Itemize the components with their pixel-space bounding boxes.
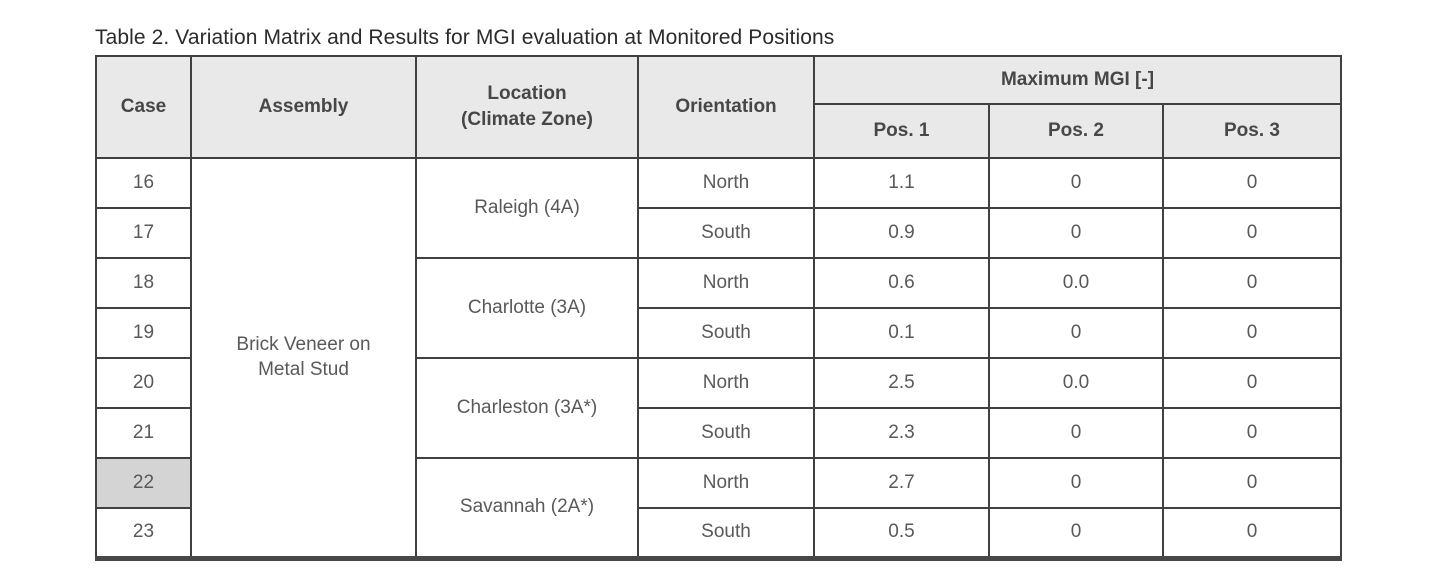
mgi-pos2-cell: 0.0 bbox=[988, 357, 1164, 409]
table-row-case-18: 18 Charlotte (3A) North 0.6 0.0 0 bbox=[95, 257, 1342, 359]
case-cell: 17 bbox=[95, 207, 192, 259]
case-cell: 16 bbox=[95, 157, 192, 209]
location-cell-savannah: Savannah (2A*) bbox=[415, 457, 639, 559]
location-cell-charleston: Charleston (3A*) bbox=[415, 357, 639, 459]
case-cell: 23 bbox=[95, 507, 192, 559]
column-header-pos2: Pos. 2 bbox=[988, 103, 1164, 159]
mgi-pos2-cell: 0.0 bbox=[988, 257, 1164, 309]
mgi-pos2-cell: 0 bbox=[988, 307, 1164, 359]
assembly-cell: Brick Veneer on Metal Stud bbox=[190, 157, 417, 559]
column-header-maximum-mgi: Maximum MGI [-] bbox=[813, 55, 1342, 105]
orientation-cell: North bbox=[637, 157, 815, 209]
case-cell: 20 bbox=[95, 357, 192, 409]
table-row-case-21: 21 South 2.3 0 0 bbox=[95, 407, 1342, 459]
mgi-pos1-cell: 0.6 bbox=[813, 257, 990, 309]
mgi-pos3-cell: 0 bbox=[1162, 357, 1342, 409]
case-cell-highlighted: 22 bbox=[95, 457, 192, 509]
case-cell: 21 bbox=[95, 407, 192, 459]
table-row-case-17: 17 South 0.9 0 0 bbox=[95, 207, 1342, 259]
mgi-pos1-cell: 2.7 bbox=[813, 457, 990, 509]
orientation-cell: South bbox=[637, 507, 815, 559]
case-cell: 19 bbox=[95, 307, 192, 359]
mgi-results-table: Case Assembly Location (Climate Zone) Or… bbox=[95, 55, 1342, 561]
column-header-assembly: Assembly bbox=[190, 55, 417, 159]
orientation-cell: South bbox=[637, 207, 815, 259]
orientation-cell: North bbox=[637, 457, 815, 509]
mgi-pos1-cell: 2.5 bbox=[813, 357, 990, 409]
mgi-pos3-cell: 0 bbox=[1162, 257, 1342, 309]
location-cell-raleigh: Raleigh (4A) bbox=[415, 157, 639, 259]
orientation-cell: North bbox=[637, 357, 815, 409]
mgi-pos3-cell: 0 bbox=[1162, 507, 1342, 559]
mgi-pos2-cell: 0 bbox=[988, 157, 1164, 209]
mgi-pos3-cell: 0 bbox=[1162, 457, 1342, 509]
column-header-case: Case bbox=[95, 55, 192, 159]
mgi-pos1-cell: 1.1 bbox=[813, 157, 990, 209]
column-header-pos1: Pos. 1 bbox=[813, 103, 990, 159]
case-cell: 18 bbox=[95, 257, 192, 309]
mgi-pos2-cell: 0 bbox=[988, 407, 1164, 459]
mgi-pos1-cell: 0.1 bbox=[813, 307, 990, 359]
table-row-case-23: 23 South 0.5 0 0 bbox=[95, 507, 1342, 559]
mgi-pos2-cell: 0 bbox=[988, 207, 1164, 259]
table-row-case-19: 19 South 0.1 0 0 bbox=[95, 307, 1342, 359]
mgi-pos3-cell: 0 bbox=[1162, 157, 1342, 209]
column-header-location-line1: Location bbox=[487, 83, 567, 105]
mgi-pos3-cell: 0 bbox=[1162, 307, 1342, 359]
table-row-case-20: 20 Charleston (3A*) North 2.5 0.0 0 bbox=[95, 357, 1342, 459]
assembly-line2: Metal Stud bbox=[258, 359, 349, 381]
orientation-cell: North bbox=[637, 257, 815, 309]
column-header-orientation: Orientation bbox=[637, 55, 815, 159]
orientation-cell: South bbox=[637, 407, 815, 459]
mgi-pos1-cell: 0.5 bbox=[813, 507, 990, 559]
table-row-case-16: 16 Brick Veneer on Metal Stud Raleigh (4… bbox=[95, 157, 1342, 559]
mgi-pos3-cell: 0 bbox=[1162, 207, 1342, 259]
location-cell-charlotte: Charlotte (3A) bbox=[415, 257, 639, 359]
column-header-location: Location (Climate Zone) bbox=[415, 55, 639, 159]
orientation-cell: South bbox=[637, 307, 815, 359]
column-header-pos3: Pos. 3 bbox=[1162, 103, 1342, 159]
mgi-pos1-cell: 2.3 bbox=[813, 407, 990, 459]
table-row-case-22: 22 Savannah (2A*) North 2.7 0 0 bbox=[95, 457, 1342, 559]
assembly-line1: Brick Veneer on bbox=[236, 333, 371, 355]
table-caption: Table 2. Variation Matrix and Results fo… bbox=[95, 26, 835, 49]
mgi-pos2-cell: 0 bbox=[988, 457, 1164, 509]
column-header-location-line2: (Climate Zone) bbox=[461, 109, 593, 130]
mgi-pos1-cell: 0.9 bbox=[813, 207, 990, 259]
mgi-pos3-cell: 0 bbox=[1162, 407, 1342, 459]
mgi-pos2-cell: 0 bbox=[988, 507, 1164, 559]
